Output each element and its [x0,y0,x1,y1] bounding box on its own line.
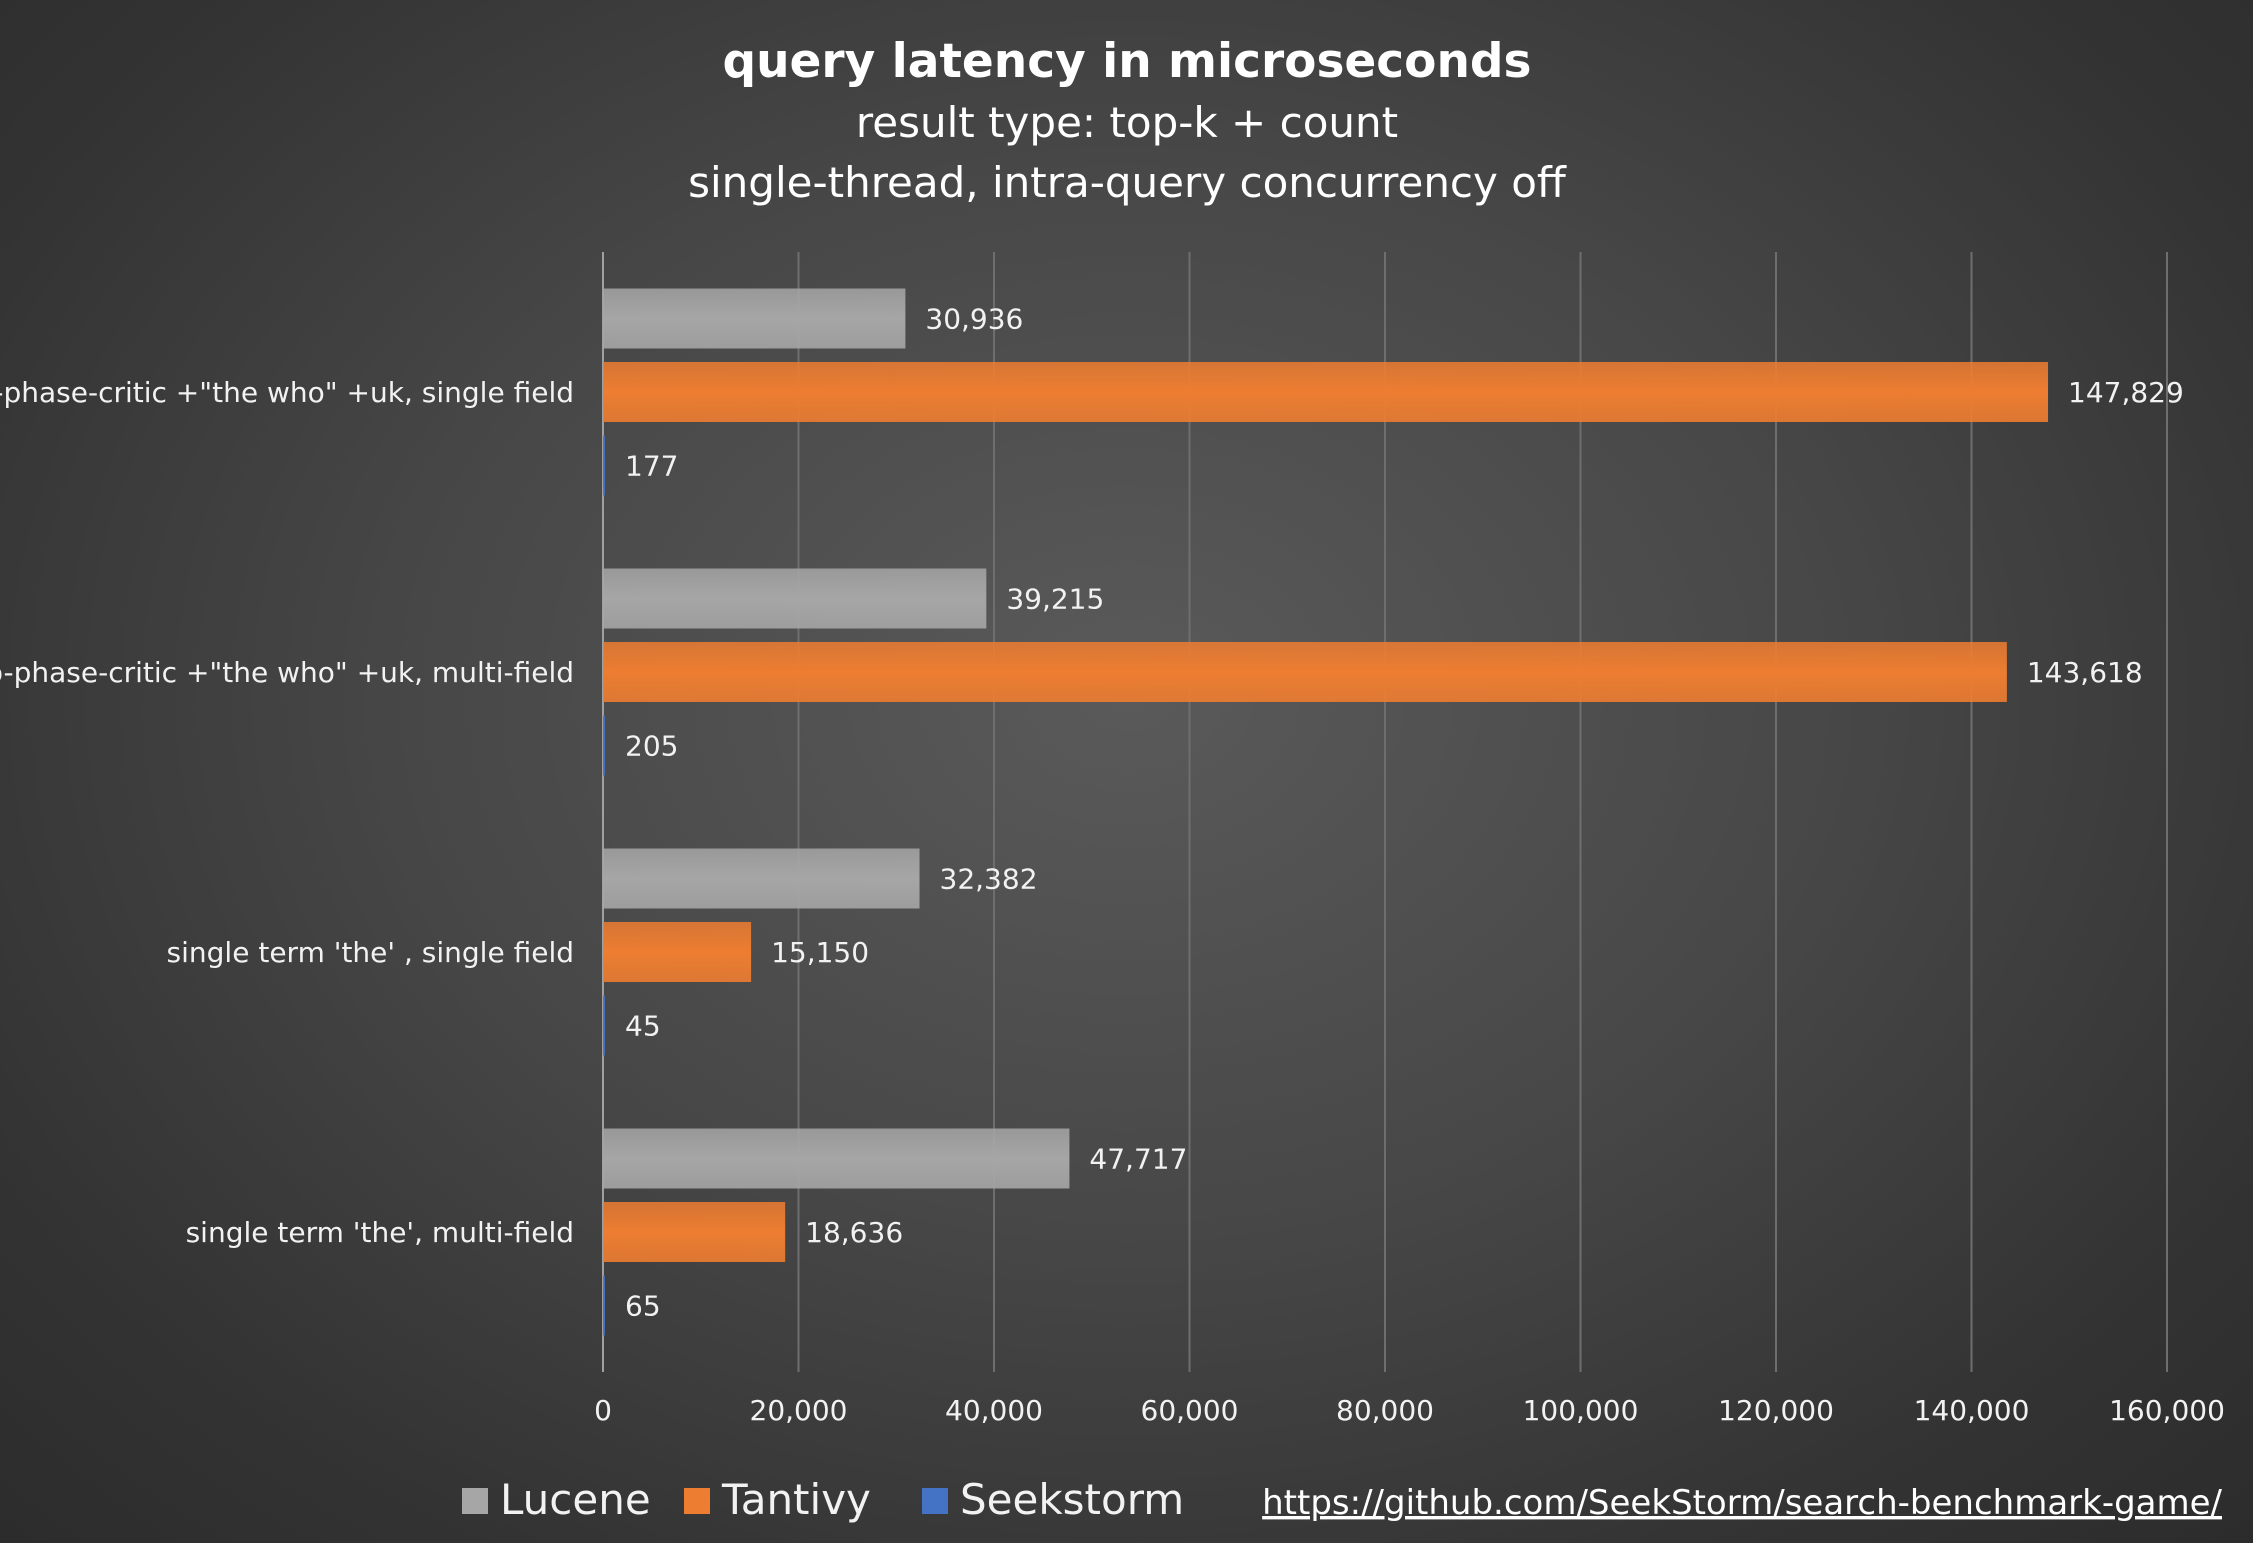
legend-label-tantivy: Tantivy [721,1475,871,1524]
x-tick-label: 0 [594,1394,612,1427]
bar-lucene [603,848,920,909]
category-labels: two-phase-critic +"the who" +uk, single … [0,376,574,1249]
value-labels: 30,936 147,829 177 39,215 143,618 205 32,382 15… [625,303,2184,1323]
bar-lucene [603,1128,1070,1189]
category-label: single term 'the', multi-field [186,1216,574,1249]
x-tick-label: 140,000 [1914,1394,2030,1427]
legend: Lucene Tantivy Seekstorm [462,1475,1184,1524]
legend-label-seekstorm: Seekstorm [960,1475,1184,1524]
gridlines [602,252,2168,1372]
category-label: single term 'the' , single field [167,936,574,969]
source-link[interactable]: https://github.com/SeekStorm/search-benc… [1262,1483,2222,1523]
bar-tantivy [603,362,2049,422]
bar-seekstorm [603,435,605,496]
chart-subtitle-line-2: single-thread, intra-query concurrency o… [688,158,1567,207]
x-tick-label: 120,000 [1718,1394,1834,1427]
bars [603,288,2049,1336]
data-label: 45 [625,1010,661,1043]
category-label: two-phase-critic +"the who" +uk, multi-f… [0,656,574,689]
x-axis-ticks: 0 20,000 40,000 60,000 80,000 100,000 120,000 1… [594,1394,2225,1427]
data-label: 143,618 [2027,656,2143,689]
data-label: 18,636 [805,1216,903,1249]
x-tick-label: 60,000 [1141,1394,1239,1427]
bar-tantivy [603,1202,786,1262]
legend-swatch-lucene [462,1488,488,1514]
chart-subtitle-line-1: result type: top-k + count [856,98,1398,147]
data-label: 177 [625,450,678,483]
legend-swatch-seekstorm [922,1488,948,1514]
bar-tantivy [603,922,752,982]
chart-title: query latency in microseconds [722,34,1531,89]
x-tick-label: 100,000 [1523,1394,1639,1427]
data-label: 65 [625,1290,661,1323]
data-label: 147,829 [2068,376,2184,409]
legend-swatch-tantivy [684,1488,710,1514]
data-label: 47,717 [1089,1143,1187,1176]
x-tick-label: 20,000 [750,1394,848,1427]
category-label: two-phase-critic +"the who" +uk, single … [0,376,574,409]
bar-tantivy [603,642,2007,702]
x-tick-label: 40,000 [945,1394,1043,1427]
bar-seekstorm [603,1275,605,1336]
legend-label-lucene: Lucene [500,1475,651,1524]
bar-seekstorm [603,995,605,1056]
data-label: 15,150 [771,936,869,969]
x-tick-label: 80,000 [1336,1394,1434,1427]
x-tick-label: 160,000 [2109,1394,2225,1427]
data-label: 39,215 [1006,583,1104,616]
bar-lucene [603,288,906,349]
data-label: 32,382 [940,863,1038,896]
data-label: 30,936 [925,303,1023,336]
bar-lucene [603,568,987,629]
bar-seekstorm [603,715,606,776]
data-label: 205 [625,730,678,763]
